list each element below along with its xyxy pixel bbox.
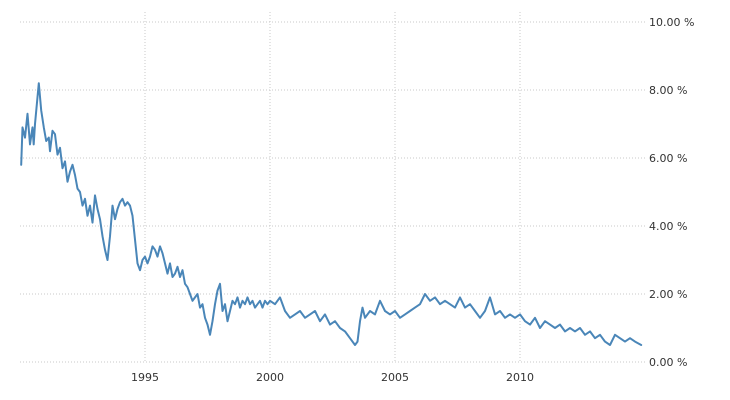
- y-tick-label: 4.00 %: [649, 220, 687, 233]
- y-tick-label: 0.00 %: [649, 356, 687, 369]
- x-tick-label: 2000: [256, 371, 284, 384]
- y-tick-label: 8.00 %: [649, 84, 687, 97]
- y-tick-label: 6.00 %: [649, 152, 687, 165]
- x-axis: 1995 2000 2005 2010: [131, 371, 534, 384]
- y-tick-label: 2.00 %: [649, 288, 687, 301]
- x-tick-label: 2005: [381, 371, 409, 384]
- x-tick-label: 2010: [506, 371, 534, 384]
- x-tick-label: 1995: [131, 371, 159, 384]
- y-axis: 0.00 % 2.00 % 4.00 % 6.00 % 8.00 % 10.00 %: [649, 16, 694, 369]
- y-tick-label: 10.00 %: [649, 16, 694, 29]
- grid: [20, 12, 645, 363]
- series-line: [20, 82, 643, 346]
- series-layer: [20, 82, 643, 346]
